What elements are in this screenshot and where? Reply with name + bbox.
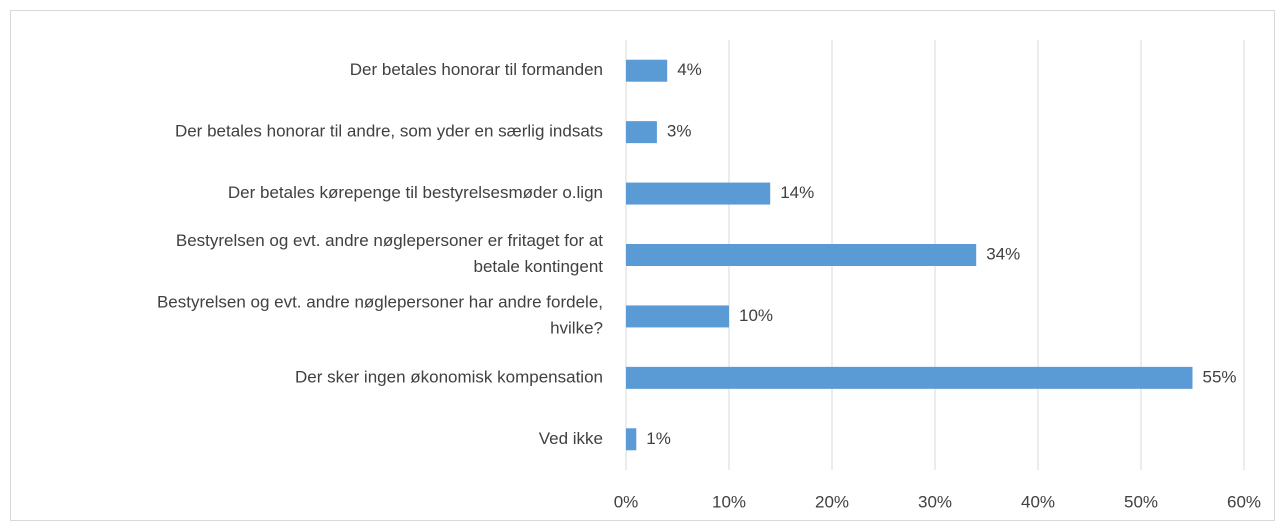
y-tick-label: Bestyrelsen og evt. andre nøglepersoner … [176,231,603,276]
bar [626,428,637,451]
data-label: 34% [986,244,1020,263]
bar [626,244,977,266]
x-tick-label: 0% [614,492,639,511]
data-label: 1% [646,429,671,448]
data-label: 14% [780,183,814,202]
bar [626,305,729,328]
bar [626,59,668,82]
x-tick-label: 20% [815,492,849,511]
y-tick-label: Der betales honorar til andre, som yder … [175,122,603,141]
y-tick-label: Der betales honorar til formanden [350,60,603,79]
data-label: 4% [677,60,702,79]
y-tick-label: Bestyrelsen og evt. andre nøglepersoner … [157,293,603,338]
bar [626,366,1193,389]
x-tick-label: 30% [918,492,952,511]
bar [626,121,657,144]
data-label: 55% [1203,367,1237,386]
y-tick-label: Ved ikke [539,429,603,448]
x-tick-label: 60% [1227,492,1261,511]
data-label: 10% [739,306,773,325]
y-tick-label: Der sker ingen økonomisk kompensation [295,367,603,386]
data-label: 3% [667,122,692,141]
bar [626,182,771,205]
x-tick-label: 40% [1021,492,1055,511]
x-tick-label: 50% [1124,492,1158,511]
x-tick-label: 10% [712,492,746,511]
y-tick-label: Der betales kørepenge til bestyrelsesmød… [228,183,603,202]
